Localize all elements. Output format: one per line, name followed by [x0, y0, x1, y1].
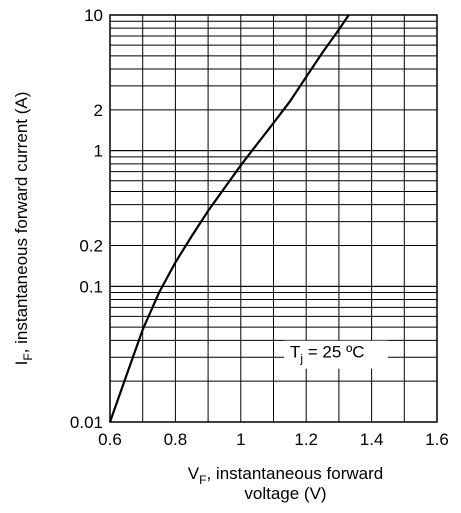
x-axis-title-line2: voltage (V) [244, 484, 326, 503]
x-tick-labels: 0.6 0.8 1 1.2 1.4 1.6 [98, 430, 449, 449]
y-tick-labels: 0.01 0.1 0.2 1 2 10 [70, 6, 103, 432]
series-line [108, 14, 350, 423]
x-axis-title-sub: F [199, 473, 206, 487]
grid-lines [110, 15, 437, 422]
x-tick-label: 1.2 [294, 430, 318, 449]
x-tick-label: 1.6 [425, 430, 449, 449]
annotation-tj: Tj = 25 ºC [290, 343, 365, 366]
annotation-sub: j [299, 352, 303, 366]
x-tick-label: 0.8 [164, 430, 188, 449]
x-tick-label: 0.6 [98, 430, 122, 449]
y-tick-label: 0.1 [79, 277, 103, 296]
plot-frame [109, 14, 438, 423]
y-tick-label: 1 [94, 142, 103, 161]
y-axis-title-main: I [12, 361, 31, 366]
x-tick-label: 1 [236, 430, 245, 449]
x-tick-label: 1.4 [360, 430, 384, 449]
y-tick-label: 2 [94, 101, 103, 120]
x-axis-title-main: V [188, 464, 200, 483]
y-axis-title-sub: F [21, 353, 35, 360]
y-axis-title-rest: , instantaneous forward current (A) [12, 92, 31, 354]
annotation-box [284, 340, 388, 369]
y-tick-label: 10 [84, 6, 103, 25]
annotation-main: T [290, 343, 300, 362]
y-tick-label: 0.2 [79, 236, 103, 255]
y-tick-label: 0.01 [70, 413, 103, 432]
x-axis-title-rest: , instantaneous forward [206, 464, 383, 483]
annotation-rest: = 25 ºC [303, 343, 365, 362]
x-axis-title: VF, instantaneous forward [188, 464, 383, 487]
y-axis-title: IF, instantaneous forward current (A) [12, 92, 35, 366]
